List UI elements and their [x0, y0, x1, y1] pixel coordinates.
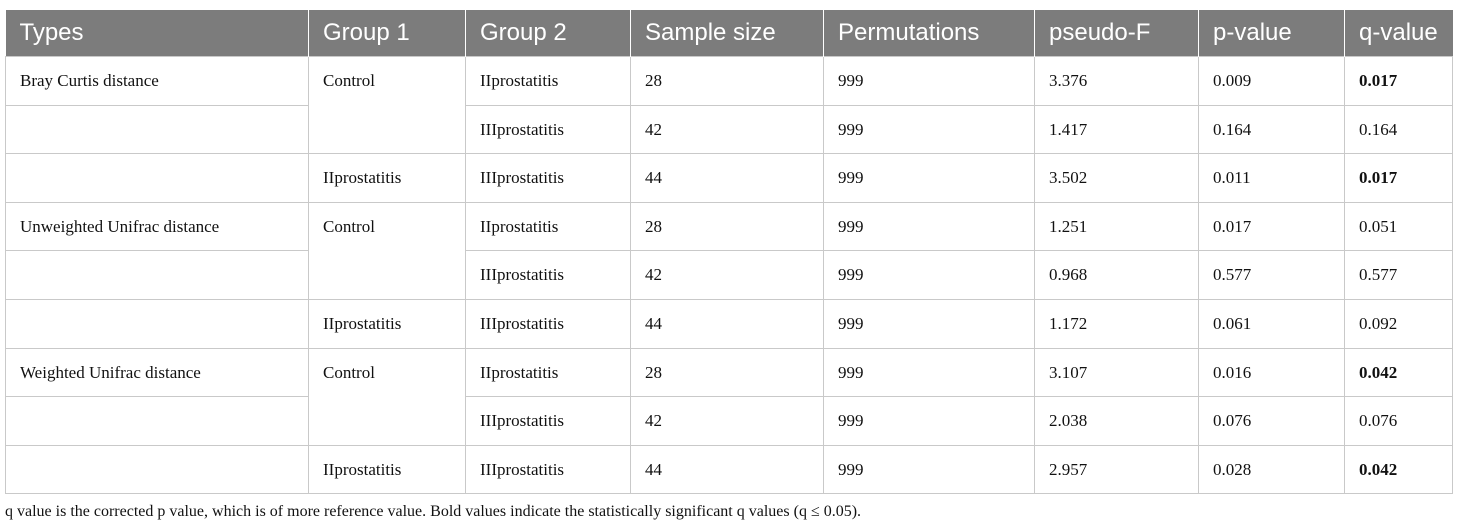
group2-cell: IIIprostatitis	[465, 396, 631, 446]
header-group1: Group 1	[308, 10, 466, 57]
q-value-cell: 0.017	[1344, 56, 1453, 106]
table-row: IIIprostatitis 42 999 1.417 0.164 0.164	[5, 104, 1453, 155]
type-cell	[5, 250, 309, 300]
header-permutations: Permutations	[823, 10, 1035, 57]
group1-cell: IIprostatitis	[308, 444, 466, 495]
permutations-cell: 999	[823, 298, 1035, 349]
type-cell: Bray Curtis distance	[5, 56, 309, 106]
sample-size-cell: 28	[630, 201, 824, 252]
header-types: Types	[5, 10, 309, 57]
p-value-cell: 0.016	[1198, 347, 1345, 398]
sample-size-cell: 44	[630, 153, 824, 203]
q-value-cell: 0.092	[1344, 298, 1453, 349]
table-row: Bray Curtis distance Control IIprostatit…	[5, 55, 1453, 155]
table-row: Weighted Unifrac distance Control IIpros…	[5, 347, 1453, 446]
type-cell	[5, 298, 309, 349]
group1-cell: Control	[308, 347, 466, 446]
permutations-cell: 999	[823, 396, 1035, 446]
p-value-cell: 0.061	[1198, 298, 1345, 349]
type-cell	[5, 153, 309, 203]
sample-size-cell: 42	[630, 250, 824, 300]
q-value-cell: 0.577	[1344, 250, 1453, 300]
header-pseudo-f: pseudo-F	[1034, 10, 1199, 57]
permutations-cell: 999	[823, 347, 1035, 398]
header-row: Types Group 1 Group 2 Sample size Permut…	[5, 10, 1453, 57]
pseudo-f-cell: 3.376	[1034, 56, 1199, 106]
group2-cell: IIIprostatitis	[465, 104, 631, 155]
group1-cell: Control	[308, 201, 466, 300]
sample-size-cell: 28	[630, 56, 824, 106]
permutations-cell: 999	[823, 201, 1035, 252]
table-row: IIIprostatitis 42 999 2.038 0.076 0.076	[5, 396, 1453, 446]
table-body: Bray Curtis distance Control IIprostatit…	[5, 55, 1453, 495]
q-value-cell: 0.076	[1344, 396, 1453, 446]
header-q-value: q-value	[1344, 10, 1453, 57]
type-cell	[5, 396, 309, 446]
permutations-cell: 999	[823, 250, 1035, 300]
p-value-cell: 0.017	[1198, 201, 1345, 252]
header-sample-size: Sample size	[630, 10, 824, 57]
group2-cell: IIIprostatitis	[465, 250, 631, 300]
group2-cell: IIprostatitis	[465, 347, 631, 398]
table-row: IIprostatitis IIIprostatitis 44 999 2.95…	[5, 444, 1453, 495]
sample-size-cell: 44	[630, 444, 824, 495]
table-container: Types Group 1 Group 2 Sample size Permut…	[5, 10, 1453, 495]
table-footnote: q value is the corrected p value, which …	[5, 503, 862, 520]
header-group2: Group 2	[465, 10, 631, 57]
table-row: Unweighted Unifrac distance Control IIpr…	[5, 201, 1453, 300]
pseudo-f-cell: 3.502	[1034, 153, 1199, 203]
q-value-cell: 0.042	[1344, 444, 1453, 495]
q-value-cell: 0.017	[1344, 153, 1453, 203]
permutations-cell: 999	[823, 444, 1035, 495]
type-cell: Weighted Unifrac distance	[5, 347, 309, 398]
table-row: IIprostatitis IIIprostatitis 44 999 1.17…	[5, 298, 1453, 349]
group2-cell: IIIprostatitis	[465, 298, 631, 349]
type-cell	[5, 104, 309, 155]
p-value-cell: 0.164	[1198, 104, 1345, 155]
type-cell	[5, 444, 309, 495]
p-value-cell: 0.028	[1198, 444, 1345, 495]
group1-cell: IIprostatitis	[308, 153, 466, 203]
pseudo-f-cell: 1.251	[1034, 201, 1199, 252]
sample-size-cell: 42	[630, 104, 824, 155]
pseudo-f-cell: 3.107	[1034, 347, 1199, 398]
p-value-cell: 0.009	[1198, 56, 1345, 106]
pseudo-f-cell: 2.038	[1034, 396, 1199, 446]
permutations-cell: 999	[823, 153, 1035, 203]
header-p-value: p-value	[1198, 10, 1345, 57]
group2-cell: IIprostatitis	[465, 201, 631, 252]
group1-cell: IIprostatitis	[308, 298, 466, 349]
q-value-cell: 0.164	[1344, 104, 1453, 155]
type-cell: Unweighted Unifrac distance	[5, 201, 309, 252]
p-value-cell: 0.577	[1198, 250, 1345, 300]
q-value-cell: 0.051	[1344, 201, 1453, 252]
p-value-cell: 0.011	[1198, 153, 1345, 203]
table-row: IIprostatitis IIIprostatitis 44 999 3.50…	[5, 153, 1453, 203]
table-row: IIIprostatitis 42 999 0.968 0.577 0.577	[5, 250, 1453, 300]
pseudo-f-cell: 1.417	[1034, 104, 1199, 155]
sample-size-cell: 28	[630, 347, 824, 398]
pseudo-f-cell: 2.957	[1034, 444, 1199, 495]
sample-size-cell: 44	[630, 298, 824, 349]
permanova-table: Types Group 1 Group 2 Sample size Permut…	[5, 10, 1453, 495]
group1-cell: Control	[308, 55, 466, 155]
pseudo-f-cell: 0.968	[1034, 250, 1199, 300]
group2-cell: IIIprostatitis	[465, 153, 631, 203]
p-value-cell: 0.076	[1198, 396, 1345, 446]
q-value-cell: 0.042	[1344, 347, 1453, 398]
sample-size-cell: 42	[630, 396, 824, 446]
permutations-cell: 999	[823, 56, 1035, 106]
pseudo-f-cell: 1.172	[1034, 298, 1199, 349]
group2-cell: IIIprostatitis	[465, 444, 631, 495]
group2-cell: IIprostatitis	[465, 56, 631, 106]
permutations-cell: 999	[823, 104, 1035, 155]
